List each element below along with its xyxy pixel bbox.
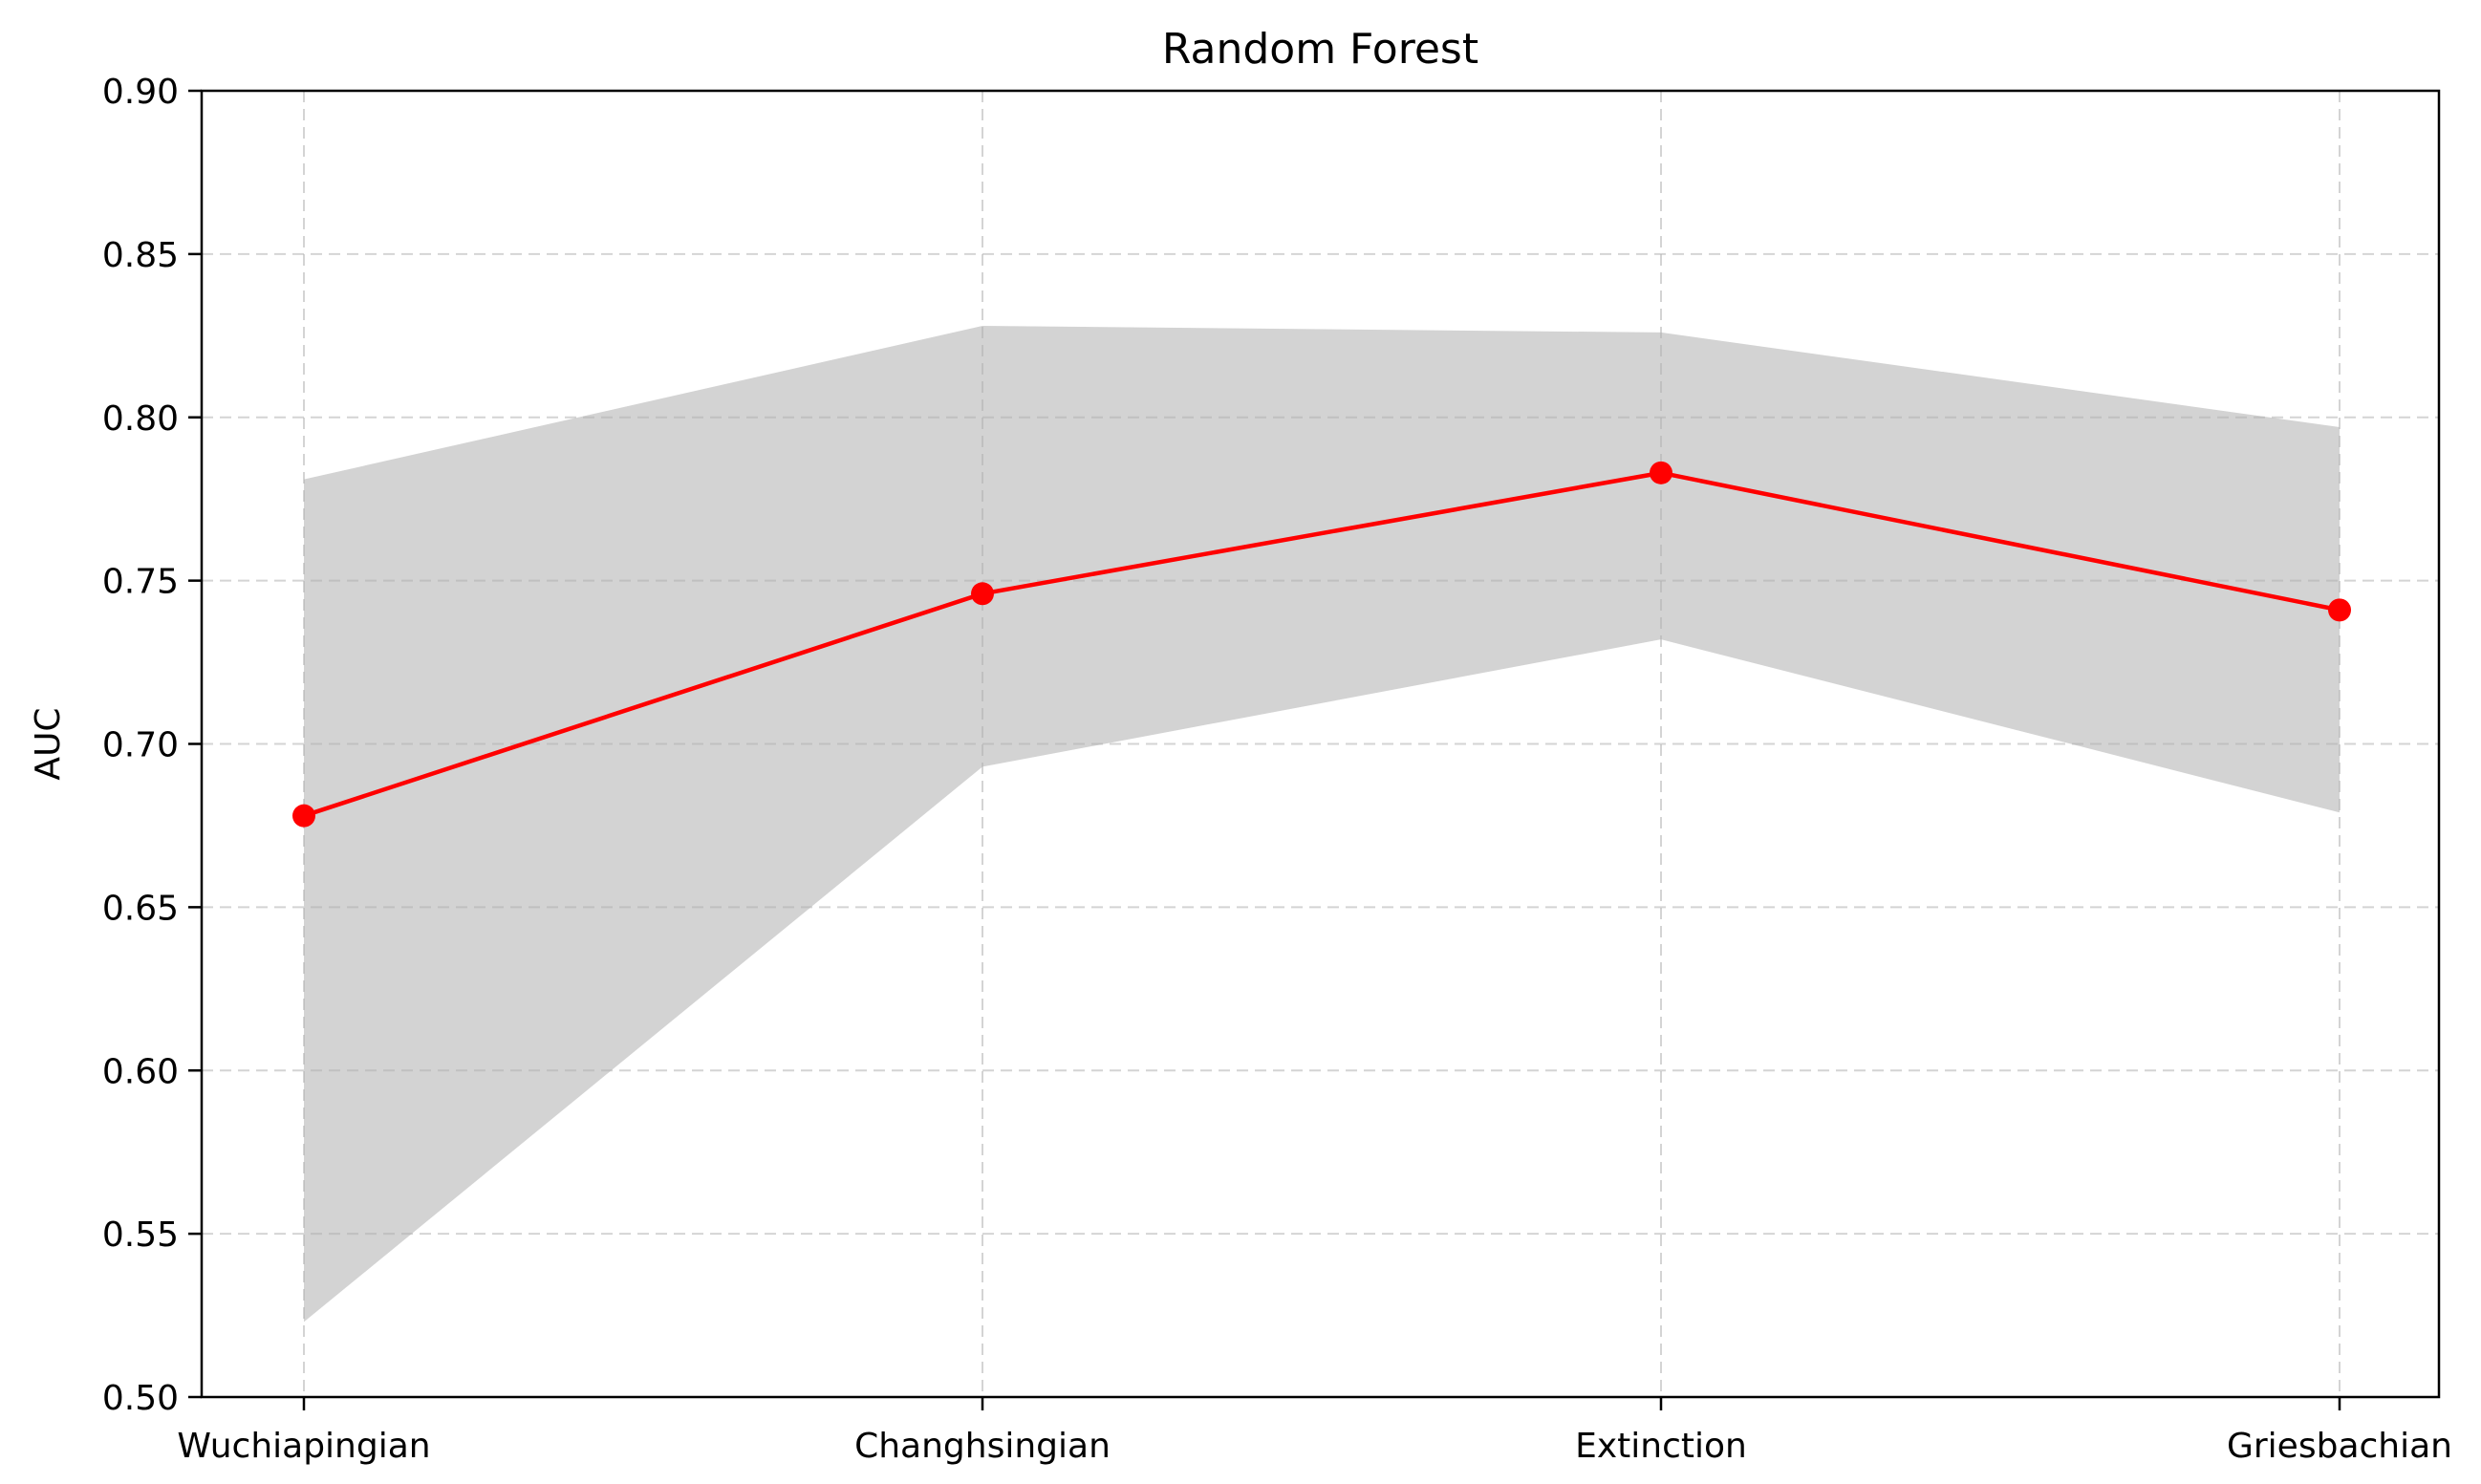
y-tick-label: 0.85 (102, 236, 179, 275)
x-tick-label: Extinction (1575, 1427, 1747, 1466)
y-tick-label: 0.65 (102, 889, 179, 928)
data-point (2328, 598, 2351, 622)
data-point (292, 804, 315, 828)
data-point (971, 582, 994, 606)
y-tick-label: 0.60 (102, 1052, 179, 1091)
y-tick-label: 0.50 (102, 1379, 179, 1418)
y-tick-label: 0.70 (102, 726, 179, 765)
y-tick-label: 0.90 (102, 73, 179, 112)
y-axis-label: AUC (29, 707, 68, 780)
y-tick-label: 0.55 (102, 1215, 179, 1255)
y-tick-label: 0.80 (102, 399, 179, 439)
series-layer (292, 461, 2351, 828)
confidence-band (304, 326, 2340, 1323)
chart-title: Random Forest (1162, 25, 1478, 74)
data-point (1650, 461, 1672, 484)
series-line (303, 470, 2341, 818)
x-tick-label: Changhsingian (854, 1427, 1111, 1466)
x-tick-label: Wuchiapingian (177, 1427, 430, 1466)
y-tick-label: 0.75 (102, 563, 179, 602)
confidence-band-layer (304, 326, 2340, 1323)
x-tick-label: Griesbachian (2227, 1427, 2452, 1466)
tick-layer: 0.50 0.55 0.60 0.65 0.70 0.75 0.80 0.85 0.90 Wuch… (102, 73, 2452, 1466)
